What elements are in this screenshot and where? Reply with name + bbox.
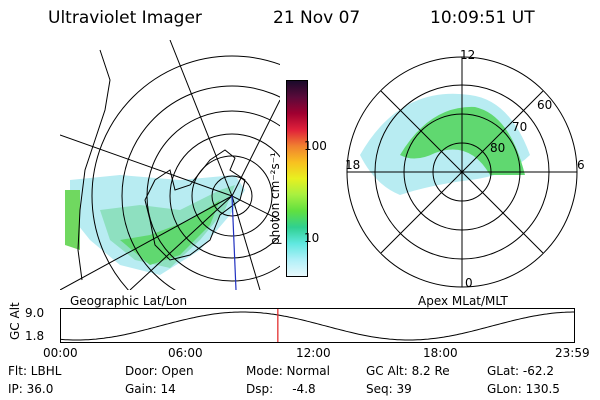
lat-label-70: 70 <box>512 120 528 134</box>
colorbar-tick-10: 10 <box>304 231 320 245</box>
status-mode: Mode: Normal <box>246 364 330 378</box>
status-glon: GLon: 130.5 <box>487 382 560 396</box>
lat-label-80: 80 <box>490 141 506 155</box>
alt-ytick-1-8: 1.8 <box>25 329 45 343</box>
instrument-title: Ultraviolet Imager <box>48 8 202 28</box>
colorbar-tick-100: 100 <box>304 139 327 153</box>
coastline <box>77 49 111 281</box>
status-glat: GLat: -62.2 <box>487 364 554 378</box>
alt-xtick-2: 12:00 <box>296 346 331 360</box>
status-dsp: Dsp: -4.8 <box>246 382 316 396</box>
status-gc-alt: GC Alt: 8.2 Re <box>366 364 450 378</box>
polar-caption: Apex MLat/MLT <box>418 294 508 308</box>
polar-plot <box>346 56 578 288</box>
alt-ytick-9: 9.0 <box>25 306 45 320</box>
coastline <box>144 149 246 261</box>
geo-caption: Geographic Lat/Lon <box>70 294 188 308</box>
colorbar-gradient <box>286 80 308 277</box>
status-seq: Seq: 39 <box>366 382 412 396</box>
mlt-label-0: 0 <box>465 276 473 290</box>
geographic-map <box>60 40 280 290</box>
colorbar-unit-label: photon cm⁻²s⁻¹ <box>268 152 282 245</box>
plot-frame <box>60 308 575 343</box>
alt-xtick-3: 18:00 <box>423 346 458 360</box>
status-door: Door: Open <box>125 364 194 378</box>
mlt-label-6: 6 <box>577 158 585 172</box>
mlt-label-12: 12 <box>460 48 476 62</box>
lat-label-60: 60 <box>537 98 553 112</box>
date-label: 21 Nov 07 <box>273 8 361 28</box>
mlt-label-18: 18 <box>345 158 361 172</box>
altitude-plot <box>60 308 575 343</box>
colorbar: 100 10 <box>280 75 327 285</box>
alt-xtick-1: 06:00 <box>168 346 203 360</box>
status-ip: IP: 36.0 <box>8 382 54 396</box>
terminator-line <box>231 195 237 290</box>
status-filter: Flt: LBHL <box>8 364 62 378</box>
alt-ylabel: GC Alt <box>8 302 22 340</box>
altitude-curve <box>60 311 575 341</box>
aurora-region <box>65 190 80 250</box>
alt-xtick-4: 23:59 <box>555 346 590 360</box>
status-gain: Gain: 14 <box>125 382 176 396</box>
aurora-region <box>120 200 220 265</box>
alt-xtick-0: 00:00 <box>43 346 78 360</box>
time-label: 10:09:51 UT <box>430 8 535 28</box>
